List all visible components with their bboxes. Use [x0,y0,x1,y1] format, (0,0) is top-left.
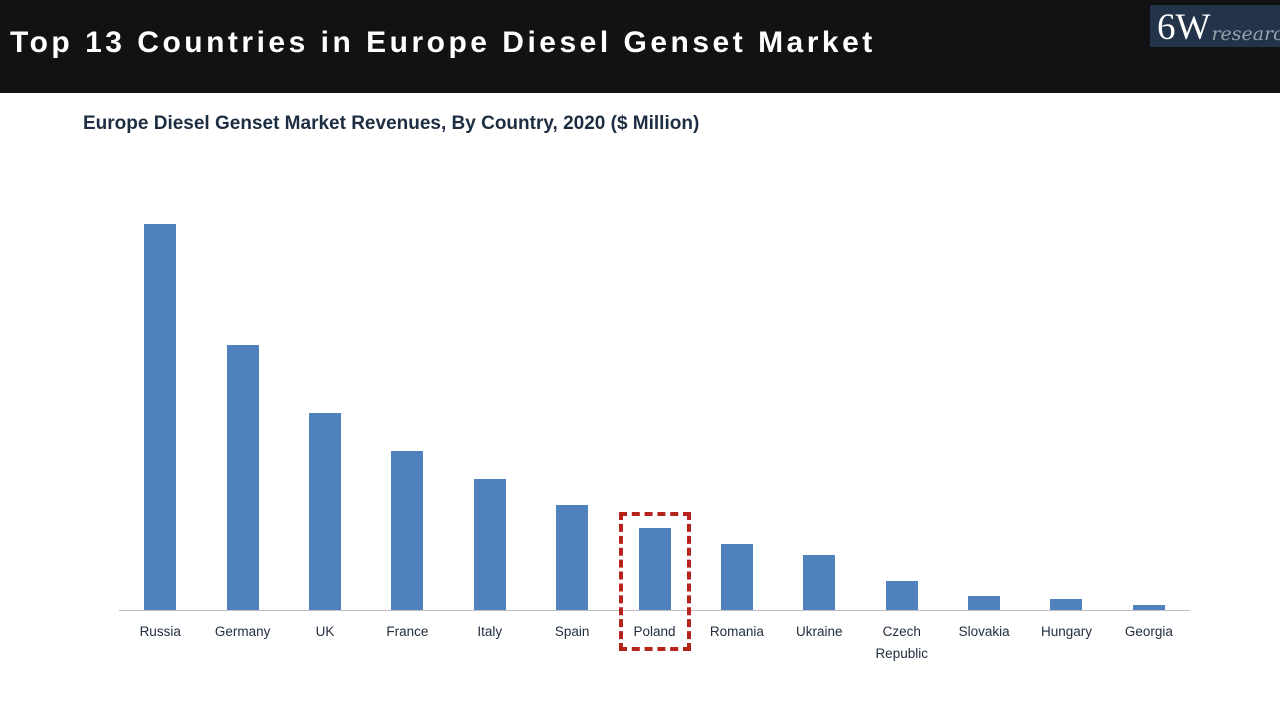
chart-column-uk [284,200,366,610]
chart-column-georgia [1108,200,1190,610]
x-axis-labels: Russia Germany UK France Italy Spain Poland Rom… [119,621,1190,664]
page-title: Top 13 Countries in Europe Diesel Genset… [10,26,876,59]
chart-column-spain [531,200,613,610]
x-axis-label-hungary: Hungary [1040,624,1092,639]
bar-slovakia [968,596,1001,610]
bar-poland [638,528,671,610]
bar-russia [144,224,177,610]
chart-column-germany [201,200,283,610]
x-axis-label-uk: UK [315,624,335,639]
x-axis-label-czech-republic: Czech Republic [875,624,928,661]
chart-column-france [366,200,448,610]
chart-column-russia [119,200,201,610]
brand-logo: 6Wresearch [1150,5,1280,47]
x-axis-label-georgia: Georgia [1124,624,1173,639]
chart-column-ukraine [778,200,860,610]
brand-logo-6w: 6W [1157,6,1211,48]
bar-hungary [1050,599,1083,610]
header-bar: Top 13 Countries in Europe Diesel Genset… [0,0,1280,93]
x-axis-label-romania: Romania [709,624,764,639]
x-axis-label-italy: Italy [477,624,503,639]
highlight-box-poland [618,512,691,651]
chart-column-italy [449,200,531,610]
chart-column-poland [613,200,695,651]
bar-ukraine [803,555,836,610]
chart-column-hungary [1025,200,1107,610]
bar-georgia [1132,605,1165,610]
bar-italy [473,479,506,610]
bar-germany [226,345,259,610]
bar-romania [720,544,753,610]
x-axis-label-germany: Germany [214,624,271,639]
bar-uk [308,413,341,610]
bar-france [391,451,424,610]
x-axis-line [119,610,1190,611]
bar-czech-republic [885,581,918,610]
bar-chart: Russia Germany UK France Italy Spain Poland Rom… [119,200,1190,664]
x-axis-label-spain: Spain [554,624,590,639]
brand-logo-research: research [1211,23,1280,45]
x-axis-label-poland: Poland [633,624,676,639]
chart-column-czech-republic [861,200,943,610]
x-axis-label-slovakia: Slovakia [958,624,1010,639]
chart-title: Europe Diesel Genset Market Revenues, By… [83,113,700,134]
x-axis-label-russia: Russia [139,624,181,639]
x-axis-label-france: France [386,624,429,639]
bar-spain [556,505,589,610]
x-axis-label-ukraine: Ukraine [796,624,843,639]
plot-area [119,200,1190,651]
chart-column-slovakia [943,200,1025,610]
chart-column-romania [696,200,778,610]
